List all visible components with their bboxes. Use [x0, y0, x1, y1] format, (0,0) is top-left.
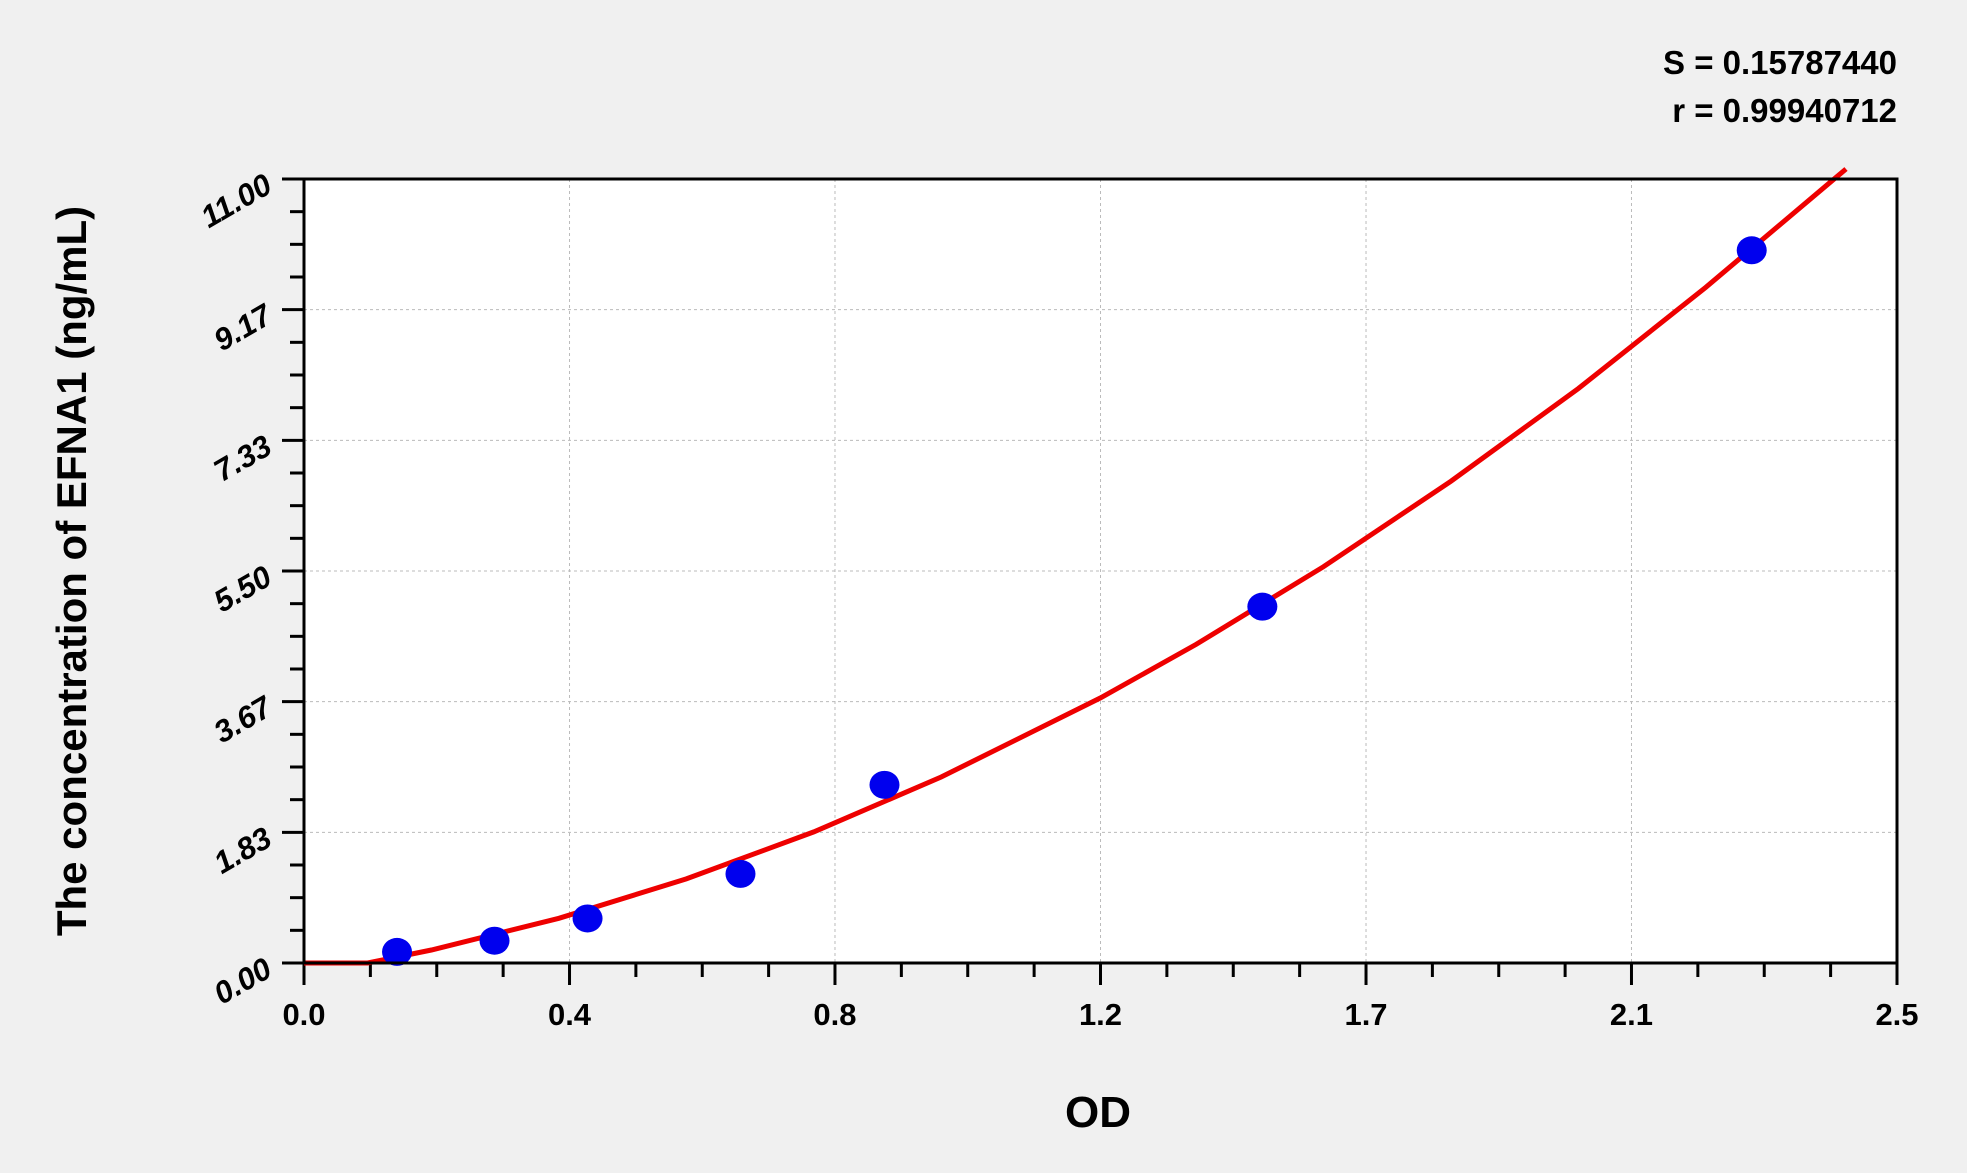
- y-axis-title: The concentration of EFNA1 (ng/mL): [48, 206, 95, 936]
- x-tick-label: 2.1: [1610, 997, 1653, 1032]
- y-tick-label: 0.00: [208, 951, 278, 1011]
- y-tick-label: 7.33: [208, 428, 278, 488]
- x-tick-label: 1.7: [1344, 997, 1387, 1032]
- x-axis-title: OD: [1065, 1088, 1131, 1137]
- x-tick-label: 2.5: [1875, 997, 1918, 1032]
- r-statistic: r = 0.99940712: [1672, 92, 1897, 129]
- data-point: [1247, 592, 1278, 621]
- x-tick-label: 0.0: [282, 997, 325, 1032]
- plot-frame: [302, 177, 1899, 965]
- data-point: [1736, 236, 1767, 265]
- y-tick-label: 3.67: [208, 689, 279, 750]
- y-tick-label: 9.17: [208, 297, 279, 358]
- x-tick-label: 0.8: [813, 997, 856, 1032]
- s-statistic: S = 0.15787440: [1663, 44, 1897, 81]
- data-point: [725, 859, 756, 888]
- y-tick-label: 5.50: [208, 559, 278, 619]
- x-tick-label: 0.4: [548, 997, 592, 1032]
- data-point: [869, 770, 900, 799]
- data-point: [479, 926, 510, 955]
- y-tick-label: 1.83: [208, 820, 278, 880]
- x-tick-label: 1.2: [1079, 997, 1122, 1032]
- data-point: [382, 937, 413, 966]
- fit-curve: [304, 167, 1848, 966]
- data-point: [572, 904, 603, 933]
- y-tick-label: 11.00: [195, 167, 278, 235]
